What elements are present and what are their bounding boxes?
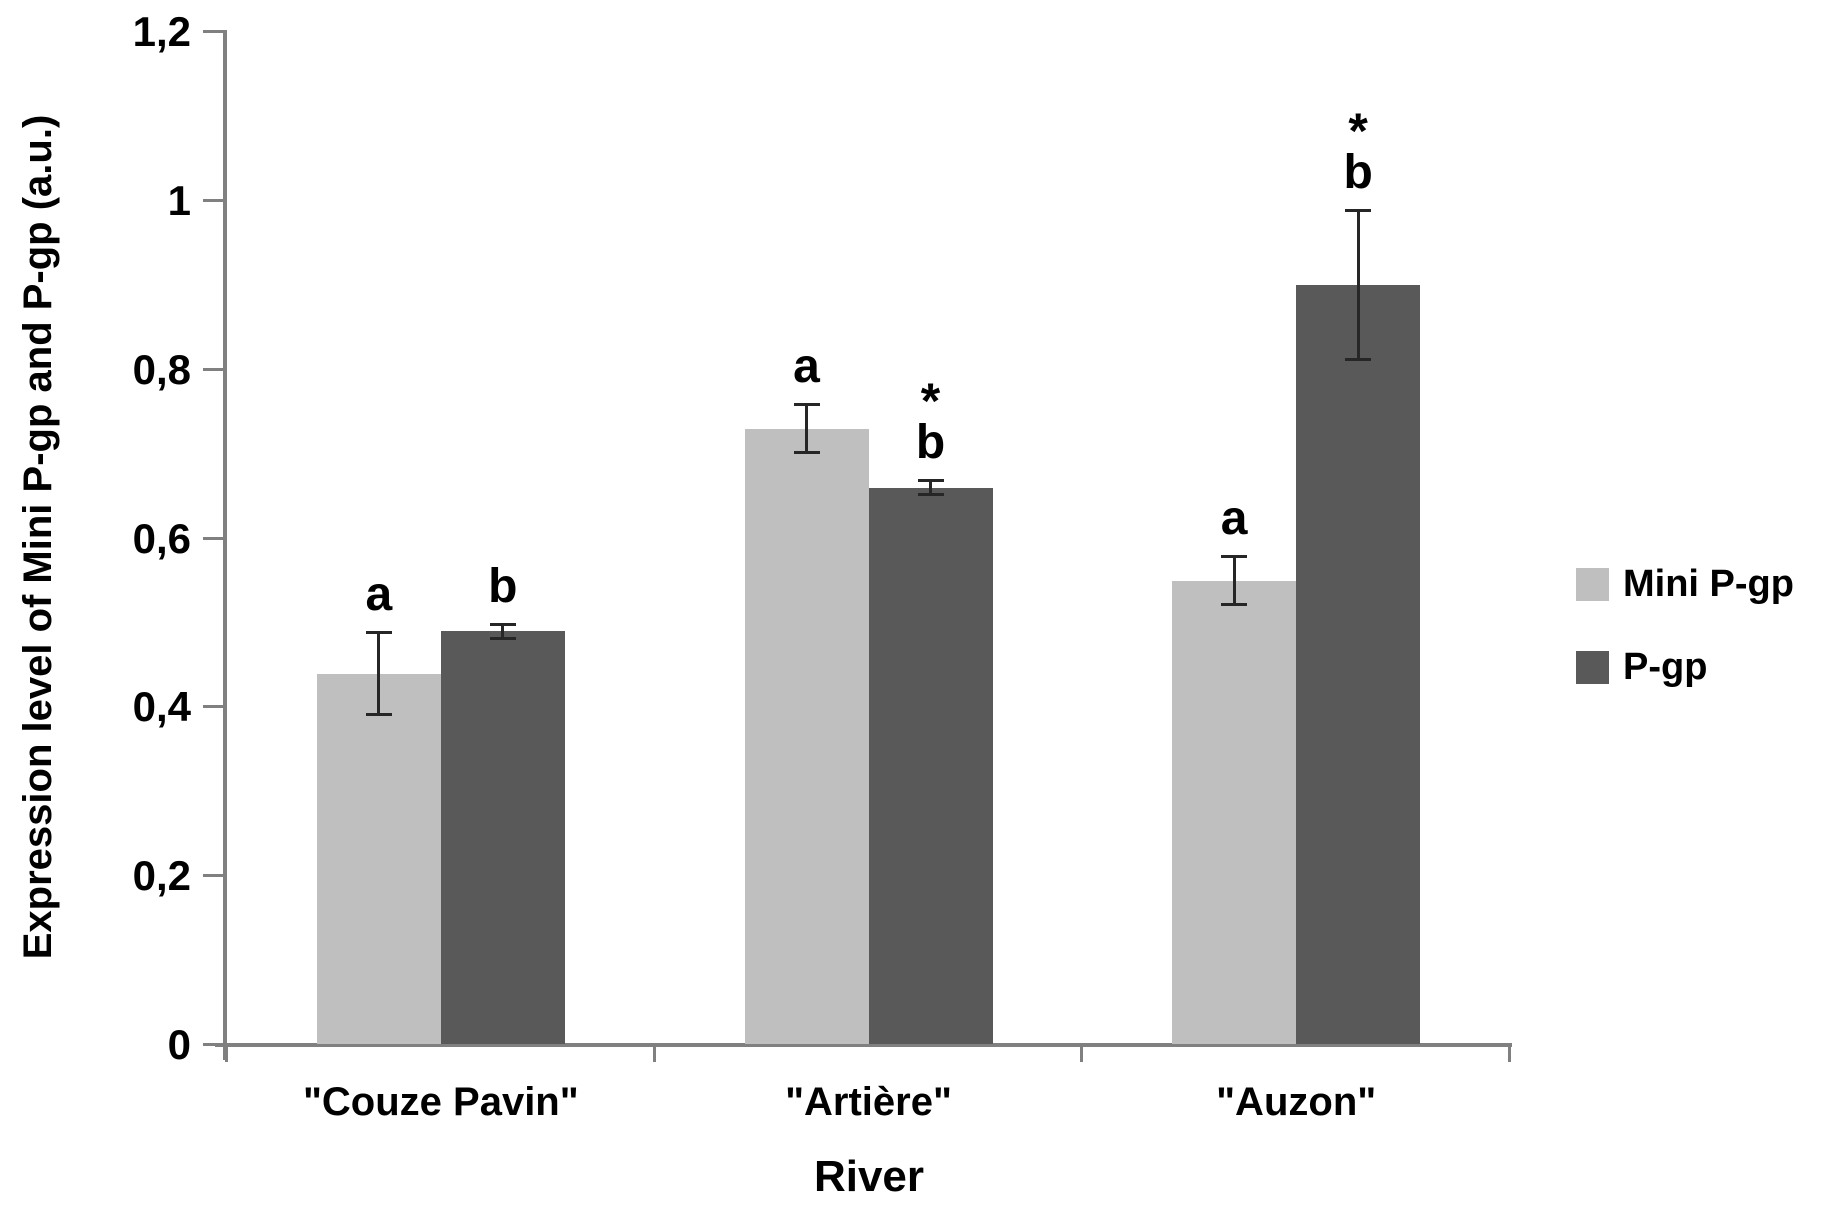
bar-p-gp: [1296, 285, 1421, 1044]
bar-mini-p-gp: [1172, 580, 1297, 1044]
sig-label: a: [1221, 495, 1248, 543]
x-category-label: "Artière": [785, 1080, 952, 1124]
sig-label: * b: [1343, 103, 1373, 200]
error-bar-cap-bottom: [1221, 603, 1248, 607]
significance-letter: b: [488, 559, 518, 613]
y-tick-label: 1: [167, 176, 191, 224]
x-tick: [652, 1045, 656, 1062]
error-bar-line: [1356, 209, 1360, 362]
error-bar-cap-bottom: [489, 636, 516, 640]
error-bar-cap-top: [365, 631, 392, 635]
x-tick: [225, 1045, 228, 1062]
y-tick-label: 1,2: [132, 8, 191, 55]
error-bar-line: [501, 622, 505, 640]
x-tick: [1080, 1045, 1084, 1062]
error-bar-cap-top: [1221, 555, 1248, 559]
y-axis-title: Expression level of Mini P-gp and P-gp (…: [16, 114, 60, 960]
legend-label-mini-pgp: Mini P-gp: [1623, 563, 1794, 605]
x-category-label: "Auzon": [1216, 1080, 1377, 1124]
bar-p-gp: [868, 487, 993, 1044]
error-bar-cap-top: [489, 622, 516, 626]
significance-star: *: [920, 373, 941, 430]
legend-label-pgp: P-gp: [1623, 646, 1708, 688]
x-tick: [1508, 1045, 1511, 1062]
sig-label: b: [488, 559, 518, 613]
error-bar-cap-top: [1345, 209, 1372, 213]
y-tick-label: 0: [167, 1021, 191, 1068]
legend-swatch-pgp: [1576, 650, 1609, 684]
y-tick: [203, 198, 223, 202]
error-bar-line: [805, 403, 808, 455]
bar-mini-p-gp: [744, 428, 869, 1044]
error-bar-line: [377, 631, 381, 716]
y-axis-line: [223, 30, 227, 1060]
sig-label: * b: [915, 373, 946, 470]
error-bar-cap-top: [793, 403, 820, 407]
significance-star: *: [1348, 103, 1368, 160]
y-tick-label: 0,4: [132, 683, 191, 731]
error-bar-line: [1232, 555, 1236, 607]
y-tick-label: 0,6: [132, 514, 191, 562]
sig-label: a: [365, 571, 392, 619]
significance-letter: b: [1343, 146, 1373, 200]
y-tick: [203, 367, 223, 371]
y-tick: [203, 1043, 223, 1046]
error-bar-cap-top: [917, 479, 944, 483]
x-category-label: "Couze Pavin": [302, 1080, 579, 1124]
y-tick-label: 0,8: [132, 345, 191, 393]
y-tick: [203, 30, 223, 33]
significance-letter: a: [793, 340, 820, 394]
y-tick: [203, 705, 223, 709]
y-tick: [203, 536, 223, 540]
error-bar-cap-bottom: [365, 712, 392, 716]
significance-letter: a: [365, 568, 393, 622]
legend-item-pgp: P-gp: [1576, 646, 1707, 688]
y-tick: [203, 874, 223, 878]
legend-item-mini-pgp: Mini P-gp: [1576, 563, 1794, 605]
sig-label: a: [793, 343, 820, 391]
error-bar-cap-bottom: [793, 451, 820, 455]
error-bar-cap-bottom: [917, 493, 944, 497]
x-axis-line: [215, 1043, 1512, 1047]
significance-letter: a: [1220, 492, 1248, 546]
bar-p-gp: [440, 631, 565, 1044]
y-tick-label: 0,2: [132, 852, 191, 900]
legend-swatch-mini-pgp: [1576, 567, 1609, 601]
error-bar-cap-bottom: [1345, 358, 1372, 362]
bar-mini-p-gp: [316, 673, 441, 1044]
error-bar-line: [929, 479, 932, 497]
x-axis-title: River: [813, 1152, 925, 1201]
significance-letter: b: [915, 416, 946, 470]
